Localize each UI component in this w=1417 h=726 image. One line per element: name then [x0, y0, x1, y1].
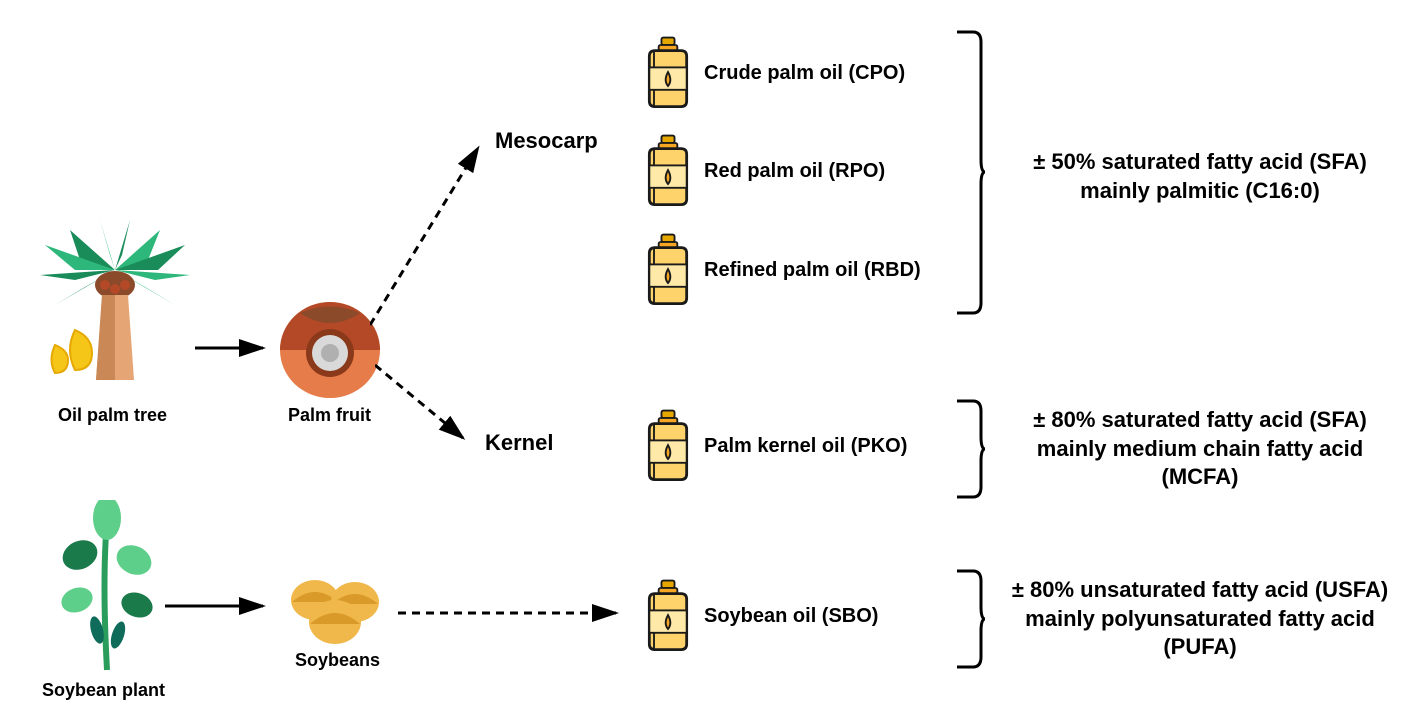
- mesocarp-label: Mesocarp: [495, 128, 598, 154]
- oil-palm-tree-label: Oil palm tree: [58, 405, 167, 426]
- oil-bottle-icon: [640, 232, 696, 308]
- oil-item-rbd: Refined palm oil (RBD): [640, 232, 921, 308]
- oil-label-sbo: Soybean oil (SBO): [704, 605, 878, 628]
- composition-mesocarp: ± 50% saturated fatty acid (SFA) mainly …: [1000, 148, 1400, 205]
- oil-label-rbd: Refined palm oil (RBD): [704, 259, 921, 282]
- palm-tree-icon: [30, 215, 200, 405]
- composition-kernel: ± 80% saturated fatty acid (SFA) mainly …: [1000, 406, 1400, 492]
- composition-soy: ± 80% unsaturated fatty acid (USFA) main…: [990, 576, 1410, 662]
- palm-fruit-icon: [275, 295, 385, 405]
- arrow-tree-to-fruit: [195, 338, 275, 358]
- arrow-beans-to-oil: [398, 603, 628, 623]
- composition-soy-line3: (PUFA): [990, 633, 1410, 662]
- composition-soy-line2: mainly polyunsaturated fatty acid: [990, 605, 1410, 634]
- oil-label-pko: Palm kernel oil (PKO): [704, 435, 907, 458]
- oil-bottle-icon: [640, 133, 696, 209]
- oil-item-cpo: Crude palm oil (CPO): [640, 35, 905, 111]
- arrow-fruit-to-mesocarp: [370, 140, 490, 330]
- composition-mesocarp-line2: mainly palmitic (C16:0): [1000, 177, 1400, 206]
- palm-fruit-label: Palm fruit: [288, 405, 371, 426]
- oil-bottle-icon: [640, 408, 696, 484]
- bracket-kernel: [955, 399, 985, 499]
- oil-item-pko: Palm kernel oil (PKO): [640, 408, 907, 484]
- oil-label-rpo: Red palm oil (RPO): [704, 160, 885, 183]
- soybeans-label: Soybeans: [295, 650, 380, 671]
- arrow-fruit-to-kernel: [375, 360, 475, 450]
- composition-kernel-line2: mainly medium chain fatty acid: [1000, 435, 1400, 464]
- soybean-plant-label: Soybean plant: [42, 680, 165, 701]
- bracket-soy: [955, 569, 985, 669]
- oil-item-sbo: Soybean oil (SBO): [640, 578, 878, 654]
- oil-label-cpo: Crude palm oil (CPO): [704, 62, 905, 85]
- arrow-plant-to-beans: [165, 596, 275, 616]
- oil-bottle-icon: [640, 35, 696, 111]
- composition-mesocarp-line1: ± 50% saturated fatty acid (SFA): [1000, 148, 1400, 177]
- composition-soy-line1: ± 80% unsaturated fatty acid (USFA): [990, 576, 1410, 605]
- oil-item-rpo: Red palm oil (RPO): [640, 133, 885, 209]
- kernel-label: Kernel: [485, 430, 553, 456]
- composition-kernel-line3: (MCFA): [1000, 463, 1400, 492]
- oil-bottle-icon: [640, 578, 696, 654]
- composition-kernel-line1: ± 80% saturated fatty acid (SFA): [1000, 406, 1400, 435]
- bracket-mesocarp: [955, 30, 985, 315]
- soybeans-icon: [280, 570, 390, 650]
- soybean-plant-icon: [52, 500, 162, 675]
